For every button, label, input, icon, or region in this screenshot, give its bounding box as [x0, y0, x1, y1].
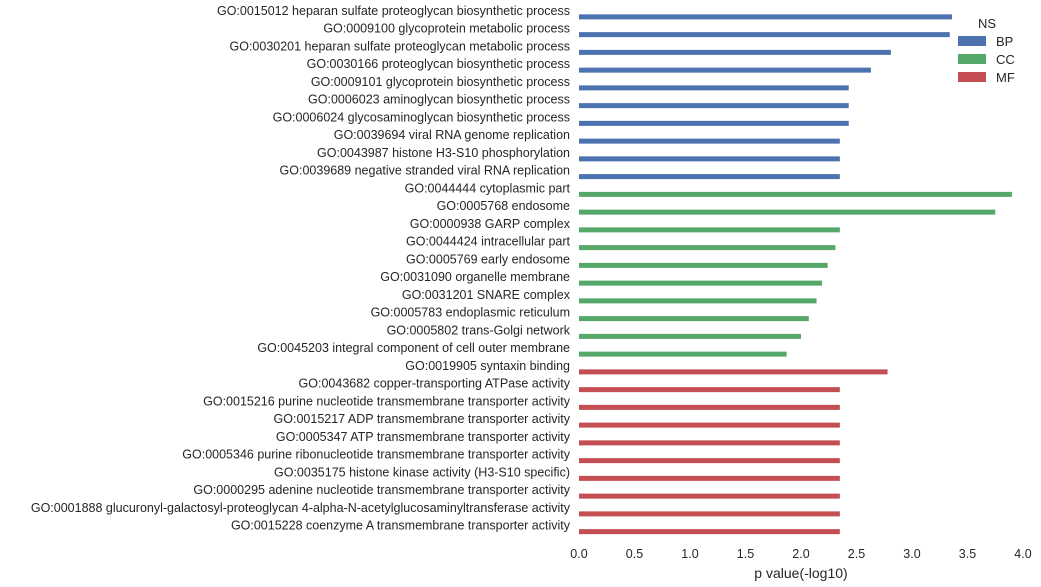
- bar-cc: [579, 351, 787, 357]
- bar-bp: [579, 138, 840, 144]
- bar-mf: [579, 529, 840, 535]
- bar-mf: [579, 387, 840, 393]
- category-label: GO:0030166 proteoglycan biosynthetic pro…: [307, 57, 570, 71]
- bar-mf: [579, 493, 840, 499]
- category-label: GO:0005769 early endosome: [406, 252, 570, 266]
- category-label: GO:0044444 cytoplasmic part: [405, 181, 571, 195]
- category-label: GO:0005802 trans-Golgi network: [387, 323, 571, 337]
- bar-cc: [579, 316, 809, 322]
- legend-label-bp: BP: [996, 34, 1013, 49]
- category-label: GO:0006024 glycosaminoglycan biosyntheti…: [273, 110, 570, 124]
- legend-label-cc: CC: [996, 52, 1015, 67]
- category-label: GO:0044424 intracellular part: [406, 235, 571, 249]
- bar-cc: [579, 262, 828, 268]
- category-label: GO:0005346 purine ribonucleotide transme…: [182, 448, 570, 462]
- category-label: GO:0035175 histone kinase activity (H3-S…: [274, 465, 570, 479]
- category-label: GO:0015228 coenzyme A transmembrane tran…: [231, 519, 571, 533]
- x-tick-label: 0.5: [626, 547, 643, 561]
- category-labels-group: GO:0015012 heparan sulfate proteoglycan …: [31, 4, 571, 533]
- bar-mf: [579, 475, 840, 481]
- bar-mf: [579, 404, 840, 410]
- x-tick-label: 1.5: [737, 547, 754, 561]
- category-label: GO:0009101 glycoprotein biosynthetic pro…: [311, 75, 570, 89]
- bar-mf: [579, 422, 840, 428]
- bar-bp: [579, 32, 950, 38]
- legend: NS BP CC MF: [958, 16, 1015, 85]
- category-label: GO:0045203 integral component of cell ou…: [257, 341, 570, 355]
- category-label: GO:0043987 histone H3-S10 phosphorylatio…: [317, 146, 570, 160]
- legend-swatch-bp: [958, 36, 986, 46]
- category-label: GO:0006023 aminoglycan biosynthetic proc…: [308, 93, 570, 107]
- legend-swatch-cc: [958, 54, 986, 64]
- bar-bp: [579, 120, 849, 126]
- bar-mf: [579, 440, 840, 446]
- bar-bp: [579, 103, 849, 109]
- x-tick-label: 0.0: [570, 547, 587, 561]
- x-tick-label: 2.0: [792, 547, 809, 561]
- bar-bp: [579, 174, 840, 180]
- bar-bp: [579, 67, 871, 73]
- category-label: GO:0001888 glucuronyl-galactosyl-proteog…: [31, 501, 571, 515]
- category-label: GO:0005768 endosome: [437, 199, 570, 213]
- category-label: GO:0031201 SNARE complex: [402, 288, 571, 302]
- category-label: GO:0005783 endoplasmic reticulum: [371, 306, 570, 320]
- category-label: GO:0000295 adenine nucleotide transmembr…: [193, 483, 570, 497]
- bar-cc: [579, 191, 1012, 197]
- bar-bp: [579, 49, 891, 55]
- category-label: GO:0009100 glycoprotein metabolic proces…: [323, 22, 570, 36]
- bar-bp: [579, 85, 849, 91]
- x-tick-label: 3.5: [959, 547, 976, 561]
- category-label: GO:0039689 negative stranded viral RNA r…: [280, 164, 570, 178]
- bar-cc: [579, 280, 823, 286]
- category-label: GO:0031090 organelle membrane: [380, 270, 570, 284]
- bar-cc: [579, 298, 817, 304]
- bars-group: [579, 14, 1012, 535]
- category-label: GO:0015217 ADP transmembrane transporter…: [274, 412, 571, 426]
- category-label: GO:0015012 heparan sulfate proteoglycan …: [217, 4, 570, 18]
- bar-bp: [579, 14, 952, 20]
- bar-cc: [579, 209, 996, 215]
- bar-mf: [579, 458, 840, 464]
- legend-swatch-mf: [958, 72, 986, 82]
- x-tick-label: 2.5: [848, 547, 865, 561]
- category-label: GO:0030201 heparan sulfate proteoglycan …: [230, 39, 571, 53]
- category-label: GO:0043682 copper-transporting ATPase ac…: [299, 377, 571, 391]
- bar-cc: [579, 245, 836, 251]
- x-tick-labels-group: 0.0 0.5 1.0 1.5 2.0 2.5 3.0 3.5 4.0: [570, 547, 1031, 561]
- x-tick-label: 1.0: [681, 547, 698, 561]
- bar-mf: [579, 369, 888, 375]
- category-label: GO:0005347 ATP transmembrane transporter…: [276, 430, 571, 444]
- category-label: GO:0019905 syntaxin binding: [405, 359, 570, 373]
- bar-cc: [579, 227, 840, 233]
- x-axis-title: p value(-log10): [754, 565, 847, 581]
- category-label: GO:0015216 purine nucleotide transmembra…: [203, 394, 571, 408]
- x-tick-label: 4.0: [1014, 547, 1031, 561]
- category-label: GO:0000938 GARP complex: [410, 217, 571, 231]
- legend-title: NS: [978, 16, 996, 31]
- bar-cc: [579, 333, 801, 339]
- legend-label-mf: MF: [996, 70, 1015, 85]
- category-label: GO:0039694 viral RNA genome replication: [334, 128, 570, 142]
- x-tick-label: 3.0: [903, 547, 920, 561]
- bar-mf: [579, 511, 840, 517]
- bar-bp: [579, 156, 840, 162]
